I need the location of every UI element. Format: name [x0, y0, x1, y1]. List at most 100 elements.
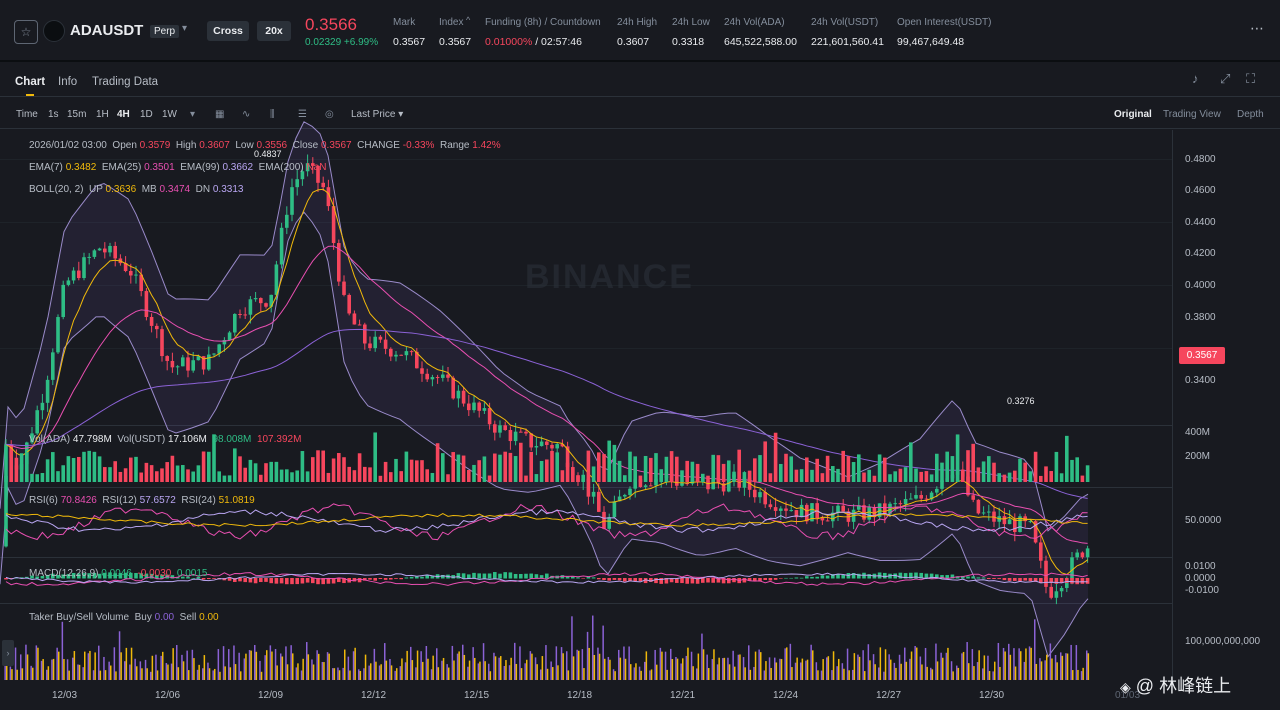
- settings-icon[interactable]: ☰: [298, 109, 307, 120]
- volume-bar: [685, 460, 689, 482]
- macd-bar: [331, 578, 336, 584]
- view-depth[interactable]: Depth: [1237, 109, 1264, 120]
- volume-bar: [519, 442, 523, 482]
- volume-bar: [383, 461, 388, 482]
- macd-bar: [987, 578, 991, 579]
- volume-bar: [909, 442, 913, 482]
- macd-bar: [539, 575, 544, 579]
- volume-bar: [482, 456, 487, 482]
- macd-bar: [487, 573, 492, 579]
- interval-1w[interactable]: 1W: [162, 109, 177, 120]
- interval-4h[interactable]: 4H: [117, 109, 130, 120]
- taker-sell-bar: [910, 651, 913, 680]
- taker-sell-bar: [947, 647, 949, 680]
- indicator-icon[interactable]: ∿: [242, 109, 251, 120]
- taker-buy-bar: [498, 657, 500, 680]
- leverage-button[interactable]: 20x: [257, 21, 291, 41]
- fullscreen-icon[interactable]: ⛶: [1246, 71, 1256, 86]
- macd-bar: [940, 575, 944, 579]
- taker-sell-bar: [1061, 655, 1064, 680]
- volume-bar: [420, 460, 424, 482]
- taker-sell-bar: [671, 659, 674, 680]
- taker-sell-bar: [422, 661, 424, 680]
- symbol-dropdown-icon[interactable]: ▾: [182, 23, 188, 34]
- vol-usdt-label: 24h Vol(USDT): [811, 17, 879, 28]
- tab-info[interactable]: Info: [58, 76, 78, 88]
- view-trading-view[interactable]: Trading View: [1163, 109, 1221, 120]
- taker-buy-bar: [810, 644, 812, 680]
- interval-1d[interactable]: 1D: [140, 109, 153, 120]
- volume-bar: [779, 463, 783, 482]
- taker-sell-bar: [822, 659, 824, 680]
- taker-sell-bar: [120, 652, 122, 680]
- tab-trading-data[interactable]: Trading Data: [92, 76, 159, 88]
- taker-buy-bar: [238, 652, 240, 680]
- interval-1h[interactable]: 1H: [96, 109, 109, 120]
- taker-buy-bar: [139, 661, 142, 680]
- taker-buy-bar: [436, 648, 438, 680]
- calendar-icon[interactable]: ▦: [215, 109, 225, 120]
- volume-bar: [1007, 472, 1012, 482]
- candle-body: [482, 408, 487, 411]
- candle-body: [935, 488, 939, 493]
- current-price-tag: 0.3567: [1179, 347, 1225, 364]
- volume-bar: [103, 467, 107, 482]
- candle-body: [259, 298, 263, 304]
- chart-type-icon[interactable]: ⫼: [270, 109, 275, 120]
- macd-bar: [35, 576, 39, 579]
- interval-dropdown-icon[interactable]: ▾: [190, 109, 196, 120]
- candle-body: [87, 256, 91, 258]
- expand-icon[interactable]: ⤢: [1220, 71, 1231, 86]
- macd-bar: [929, 573, 934, 579]
- taker-buy-bar: [831, 670, 833, 680]
- taker-sell-bar: [146, 668, 148, 680]
- price-type-select[interactable]: Last Price ▾: [351, 109, 404, 120]
- taker-buy-bar: [571, 616, 573, 680]
- taker-sell-bar: [624, 658, 627, 680]
- macd-bar: [196, 576, 201, 579]
- volume-bar: [279, 469, 284, 482]
- volume-bar: [56, 471, 60, 482]
- macd-bar: [441, 574, 445, 579]
- candle-body: [545, 441, 549, 445]
- candle-body: [1065, 579, 1069, 588]
- volume-bar: [586, 450, 591, 482]
- macd-bar: [924, 573, 929, 579]
- taker-buy-bar: [664, 651, 667, 680]
- taker-buy-bar: [857, 654, 859, 680]
- volume-bar: [378, 475, 383, 482]
- vol-ada-value: 645,522,588.00: [724, 36, 797, 48]
- bollinger-upper-line: [0, 121, 1089, 532]
- macd-bar: [40, 576, 45, 579]
- symbol-name[interactable]: ADAUSDT: [70, 22, 144, 39]
- volume-bar: [638, 475, 643, 482]
- volume-bar: [628, 451, 632, 482]
- volume-bar: [274, 461, 279, 482]
- favorite-star-icon[interactable]: ☆: [14, 20, 38, 44]
- taker-buy-bar: [576, 649, 578, 680]
- interval-15m[interactable]: 15m: [67, 109, 87, 120]
- interval-1s[interactable]: 1s: [48, 109, 59, 120]
- taker-buy-bar: [696, 668, 698, 680]
- collapse-handle-icon[interactable]: ›: [2, 640, 14, 666]
- taker-buy-bar: [337, 667, 339, 680]
- more-menu-icon[interactable]: ⋯: [1250, 20, 1264, 36]
- taker-buy-bar: [878, 667, 880, 680]
- candle-body: [1039, 542, 1043, 561]
- macd-bar: [649, 578, 653, 582]
- margin-mode-button[interactable]: Cross: [207, 21, 249, 41]
- tab-chart[interactable]: Chart: [15, 76, 46, 88]
- taker-buy-bar: [586, 631, 589, 680]
- macd-bar: [305, 578, 310, 583]
- display-icon[interactable]: ◎: [325, 109, 334, 120]
- taker-sell-bar: [765, 661, 767, 680]
- view-original[interactable]: Original: [1114, 109, 1152, 120]
- grid-line: [0, 348, 1172, 349]
- volume-bar: [40, 473, 45, 482]
- alert-bell-icon[interactable]: ♪: [1192, 71, 1199, 86]
- taker-buy-bar: [722, 658, 724, 680]
- volume-bar: [51, 452, 55, 482]
- index-info-icon[interactable]: ^: [466, 15, 471, 25]
- volume-bar: [394, 458, 398, 482]
